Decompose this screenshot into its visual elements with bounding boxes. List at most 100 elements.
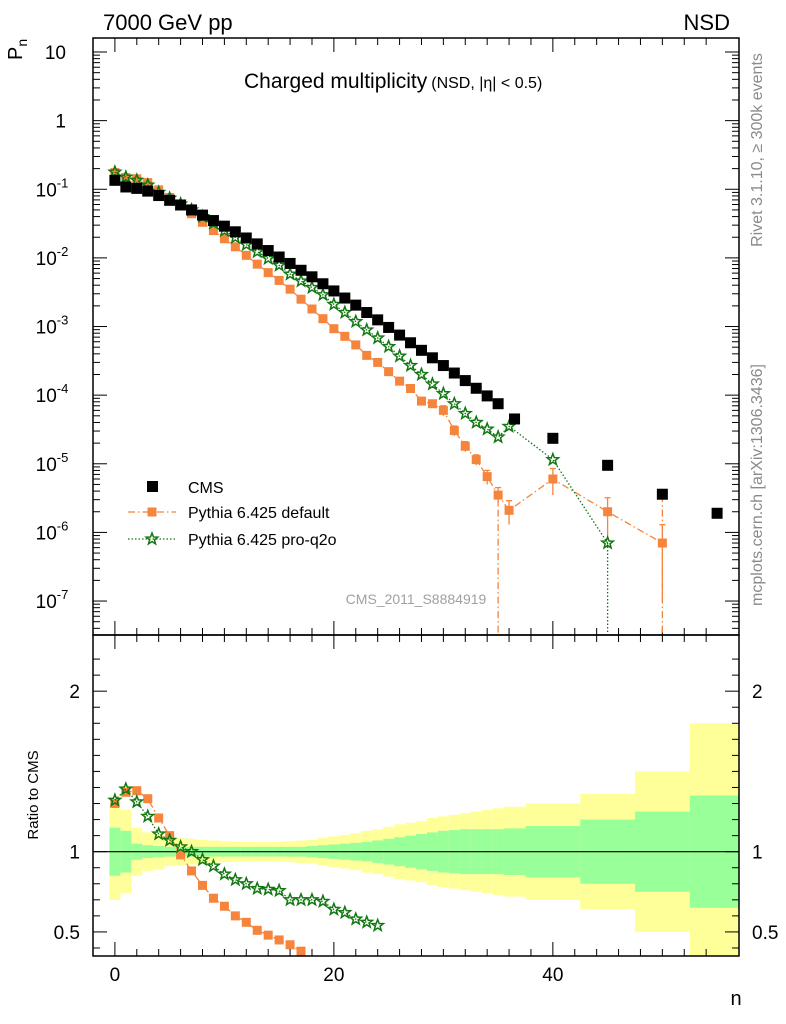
- default-point: [241, 250, 251, 260]
- ratio-q2o-point: [107, 792, 123, 807]
- header-right-label: NSD: [684, 10, 730, 35]
- ratio-y-tick-label-right: 2: [752, 682, 763, 703]
- mcplots-side-label: mcplots.cern.ch [arXiv:1306.3436]: [749, 364, 766, 606]
- watermark-label: CMS_2011_S8884919: [346, 591, 487, 607]
- q2o-point: [501, 418, 517, 434]
- default-point: [395, 376, 405, 386]
- cms-point: [547, 432, 559, 444]
- ratio-q2o-point: [326, 901, 342, 917]
- default-point: [384, 367, 394, 377]
- default-point: [548, 474, 558, 484]
- cms-point: [207, 215, 219, 227]
- ratio-y-axis-label: Ratio to CMS: [25, 750, 42, 839]
- legend-default-label: Pythia 6.425 default: [188, 505, 330, 522]
- default-point: [230, 242, 240, 252]
- q2o-point: [348, 313, 364, 329]
- y-tick-label-base: 10: [45, 43, 66, 64]
- ratio-q2o-point: [205, 857, 222, 873]
- cms-point: [437, 360, 449, 372]
- legend-default-marker: [147, 507, 157, 517]
- cms-point: [481, 390, 493, 402]
- cms-point: [602, 459, 614, 471]
- default-point: [285, 284, 295, 294]
- legend: CMS Pythia 6.425 default Pythia 6.425 pr…: [128, 480, 337, 549]
- cms-point: [251, 238, 263, 250]
- ratio-q2o-point: [139, 808, 156, 823]
- q2o-point: [282, 265, 298, 281]
- default-point: [132, 174, 142, 184]
- y-tick-label-base: 10: [36, 386, 57, 407]
- cms-point: [328, 285, 340, 297]
- ratio-frame: [92, 634, 740, 957]
- default-point: [427, 399, 437, 409]
- default-point: [449, 426, 459, 436]
- y-tick-label: 10: [45, 43, 66, 64]
- q2o-point: [315, 286, 331, 302]
- ratio-q2o-point: [150, 825, 167, 841]
- x-tick-label: 20: [323, 965, 344, 986]
- cms-point: [470, 382, 482, 394]
- ratio-default-point: [143, 794, 153, 804]
- ratio-q2o-point: [238, 875, 255, 891]
- ratio-default-point: [197, 880, 207, 890]
- main-data-layer: [107, 163, 723, 635]
- legend-cms-label: CMS: [188, 480, 224, 497]
- q2o-point: [369, 329, 386, 345]
- default-point: [307, 304, 317, 314]
- cms-point: [262, 245, 274, 257]
- y-tick-label: 10-3: [36, 313, 69, 339]
- cms-point: [405, 337, 417, 349]
- ratio-default-point: [274, 935, 284, 945]
- cms-point: [196, 209, 208, 221]
- q2o-point: [545, 451, 561, 467]
- y-tick-label: 1: [55, 112, 66, 133]
- ratio-default-point: [219, 901, 229, 911]
- y-tick-label-exp: -4: [57, 381, 69, 396]
- default-point: [482, 472, 492, 482]
- y-tick-label-base: 1: [55, 112, 66, 133]
- ratio-q2o-point: [271, 882, 287, 898]
- y-tick-label-exp: -2: [57, 244, 69, 259]
- q2o-point: [391, 348, 408, 363]
- q2o-point: [249, 243, 265, 259]
- cms-point: [240, 232, 252, 244]
- q2o-point: [107, 163, 123, 179]
- rivet-side-label: Rivet 3.1.10, ≥ 300k events: [749, 53, 766, 247]
- q2o-point: [271, 257, 287, 272]
- ratio-q2o-point: [304, 891, 320, 907]
- ratio-y-tick-label-right: 0.5: [752, 923, 778, 944]
- default-point: [416, 396, 426, 406]
- chart-subtitle: (NSD, |η| < 0.5): [431, 75, 542, 92]
- cms-point: [509, 413, 521, 425]
- legend-q2o-marker: [144, 530, 160, 546]
- q2o-point: [599, 534, 616, 550]
- default-point: [318, 314, 328, 324]
- q2o-point: [326, 296, 342, 311]
- default-point: [362, 350, 372, 360]
- ratio-q2o-point: [172, 838, 189, 854]
- q2o-point: [413, 366, 430, 382]
- ratio-y-tick-label-left: 2: [69, 682, 80, 703]
- default-point: [143, 178, 153, 188]
- cms-point: [120, 181, 132, 193]
- default-point: [274, 275, 284, 285]
- ratio-q2o-point: [161, 832, 178, 848]
- ratio-default-point: [241, 917, 251, 927]
- ratio-q2o-point: [129, 793, 145, 809]
- default-point: [208, 226, 218, 236]
- legend-cms-marker: [147, 481, 158, 492]
- cms-point: [142, 185, 154, 197]
- ratio-default-point: [154, 813, 164, 823]
- y-tick-label-base: 10: [36, 249, 57, 270]
- y-tick-label-base: 10: [36, 180, 57, 201]
- q2o-point: [293, 272, 309, 288]
- y-tick-label-base: 10: [36, 592, 57, 613]
- q2o-point: [129, 172, 145, 187]
- ratio-q2o-point: [369, 917, 386, 933]
- cms-point: [394, 329, 406, 341]
- q2o-point: [402, 357, 419, 373]
- x-tick-label: 40: [542, 965, 563, 986]
- cms-point: [131, 182, 143, 194]
